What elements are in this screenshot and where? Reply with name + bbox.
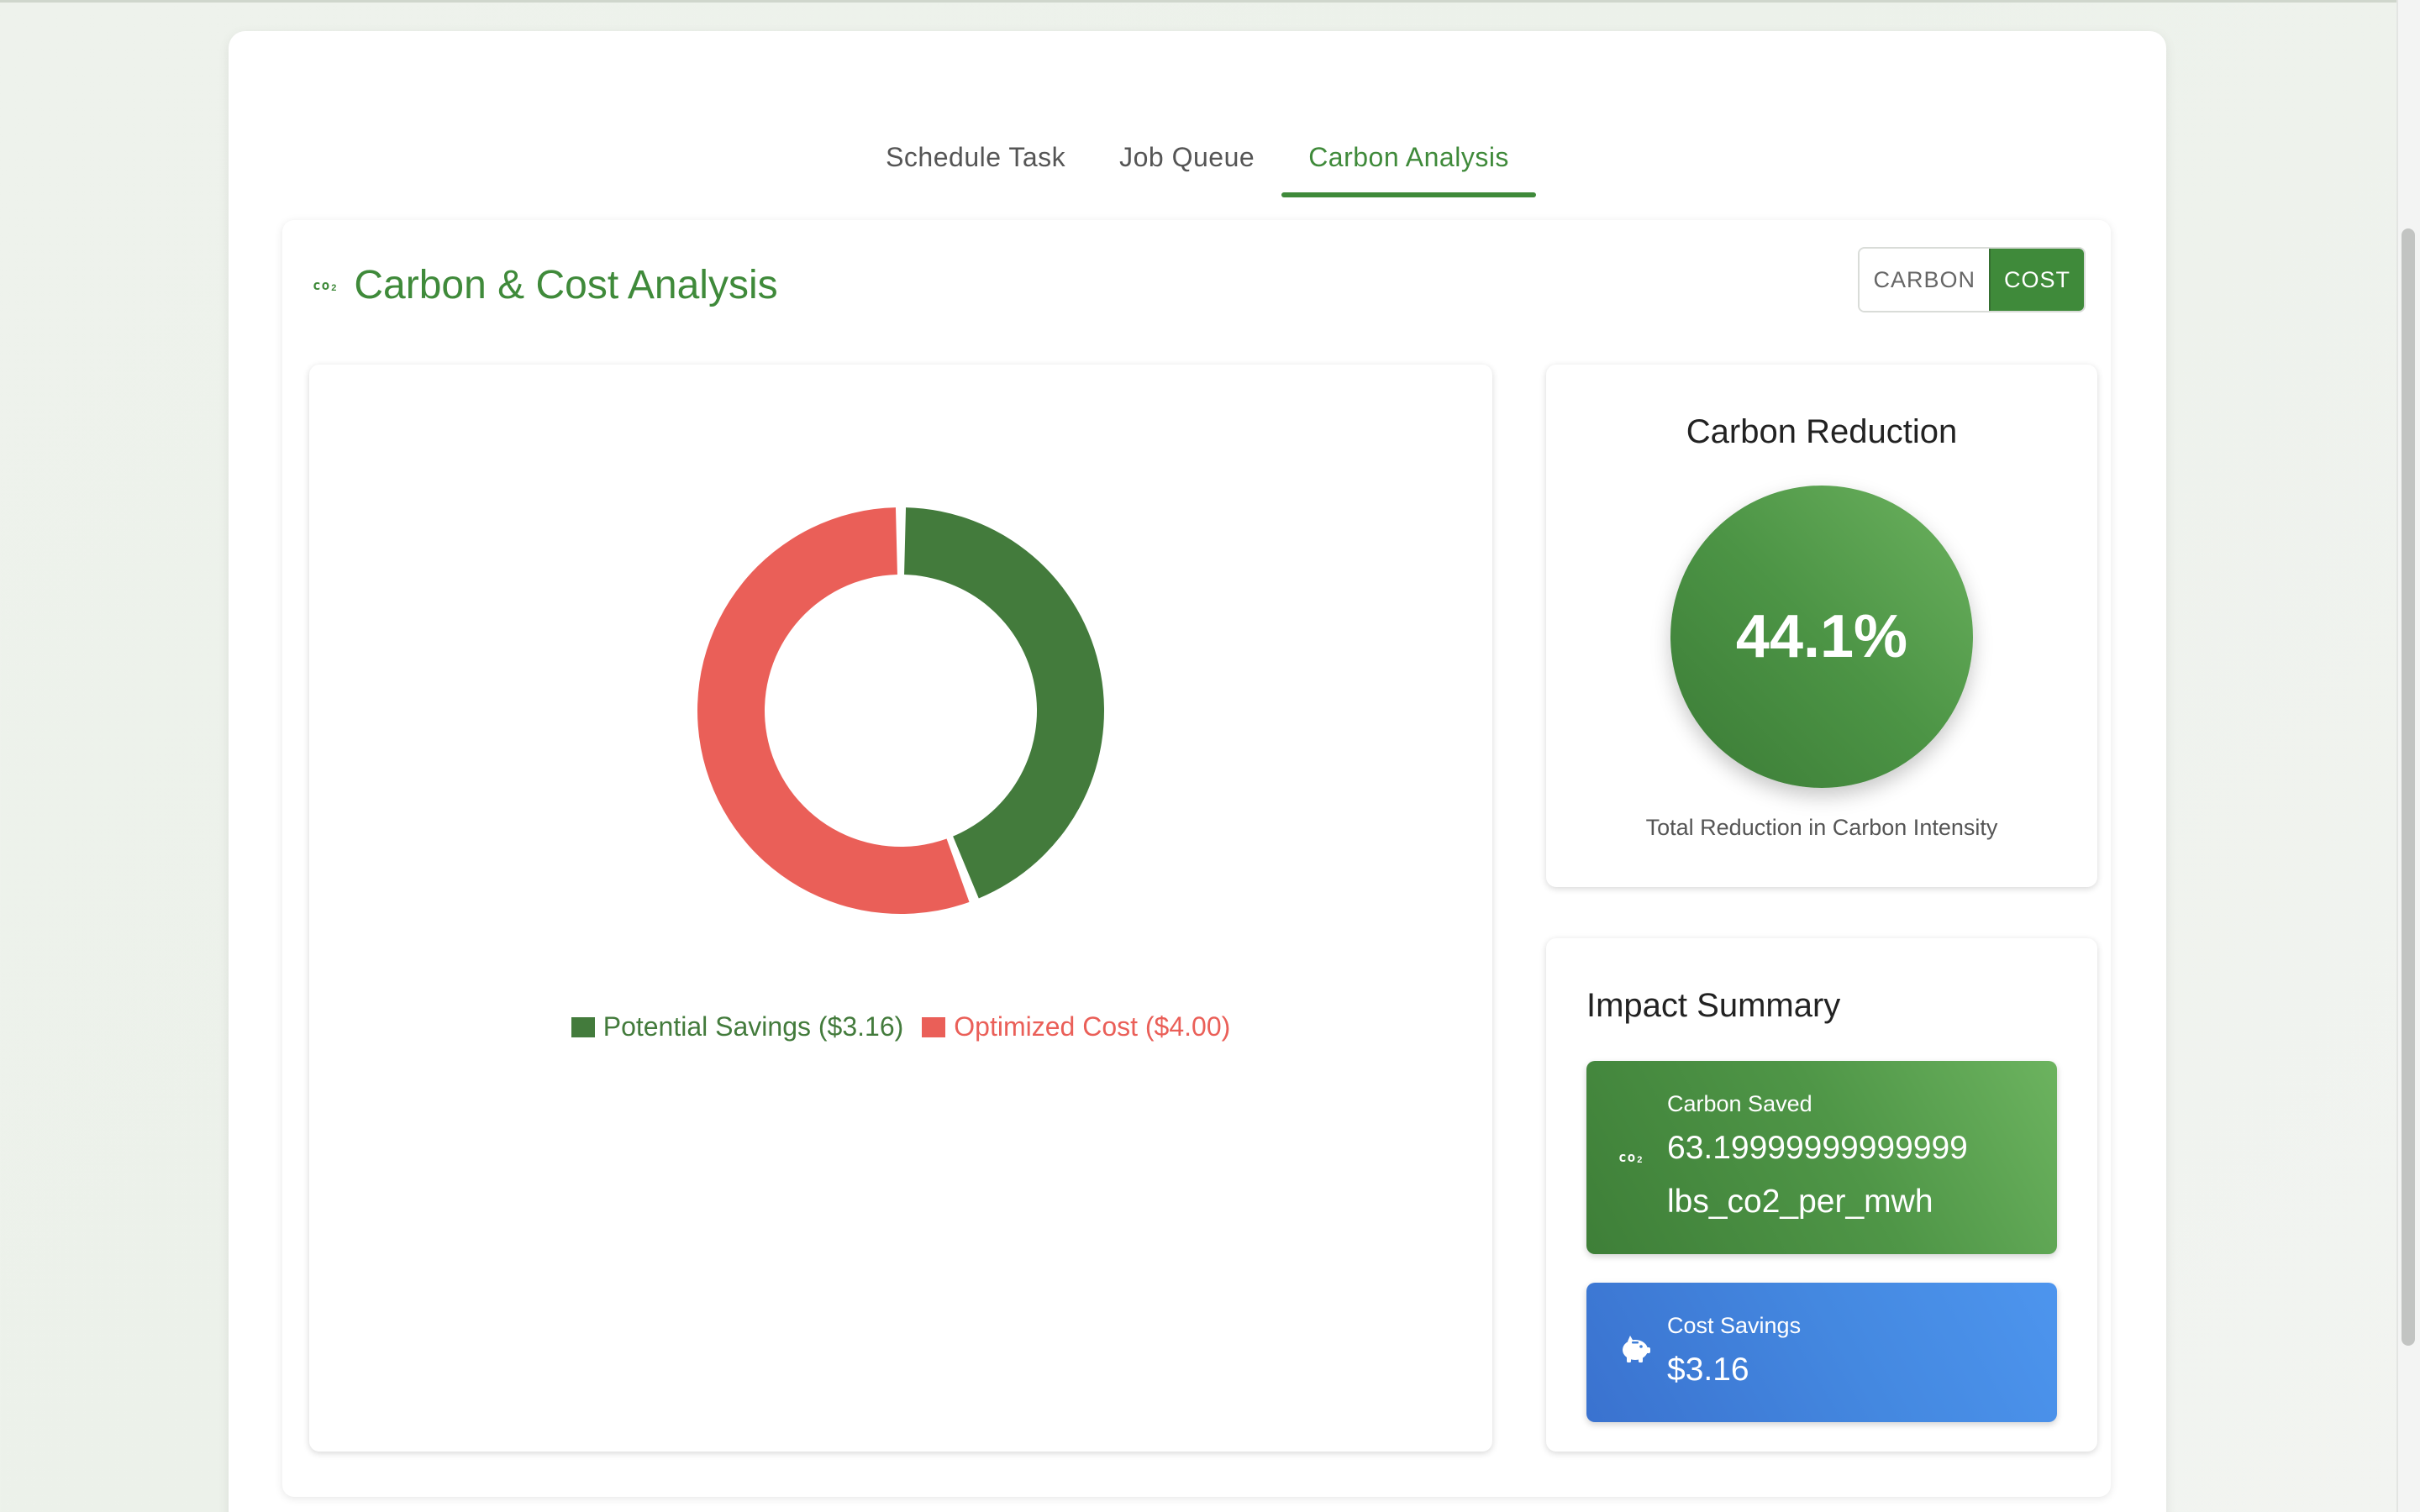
tab-schedule-task[interactable]: Schedule Task (886, 142, 1066, 172)
carbon-saved-value: 63.19999999999999 lbs_co2_per_mwh (1667, 1130, 1968, 1220)
carbon-saved-label: Carbon Saved (1667, 1091, 1812, 1116)
legend-label-savings: Potential Savings ($3.16) (602, 1011, 904, 1042)
scrollbar-thumb[interactable] (2402, 228, 2415, 1346)
page-title: Carbon & Cost Analysis (354, 263, 778, 307)
reduction-title: Carbon Reduction (1686, 413, 1958, 450)
co2-icon: co 2 (313, 277, 338, 293)
co2-icon: co 2 (1618, 1149, 1644, 1165)
legend-swatch-cost (922, 1016, 946, 1037)
tab-carbon-analysis[interactable]: Carbon Analysis (1281, 103, 1536, 197)
view-toggle: CARBON COST (1858, 247, 2086, 312)
top-border (0, 0, 2420, 3)
tab-bar: Schedule Task Job Queue Carbon Analysis (229, 103, 2166, 197)
legend-item-cost[interactable]: Optimized Cost ($4.00) (922, 1011, 1230, 1042)
carbon-toggle-button[interactable]: CARBON (1860, 249, 1989, 311)
donut-slice-cost[interactable] (697, 507, 970, 914)
scrollbar-track[interactable] (2396, 0, 2420, 1512)
carbon-saved-box: co 2 Carbon Saved 63.19999999999999 lbs_c… (1586, 1061, 2057, 1254)
carbon-reduction-card: Carbon Reduction 44.1% Total Reduction i… (1546, 365, 2097, 887)
analysis-header: co 2 Carbon & Cost Analysis (313, 262, 778, 308)
chart-legend: Potential Savings ($3.16) Optimized Cost… (309, 1011, 1492, 1042)
reduction-caption: Total Reduction in Carbon Intensity (1645, 815, 1998, 840)
cost-toggle-button[interactable]: COST (1988, 249, 2084, 311)
impact-summary-card: Impact Summary co 2 Carbon Saved 63.19999… (1546, 938, 2097, 1452)
donut-slice-savings[interactable] (904, 507, 1104, 899)
legend-swatch-savings (571, 1016, 595, 1037)
legend-item-savings[interactable]: Potential Savings ($3.16) (571, 1011, 904, 1042)
reduction-value: 44.1% (1735, 603, 1908, 670)
cost-savings-box: Cost Savings $3.16 (1586, 1283, 2057, 1422)
tab-job-queue[interactable]: Job Queue (1119, 142, 1255, 172)
donut-chart (697, 507, 1104, 914)
carbon-analysis-card: co 2 Carbon & Cost Analysis CARBON COST P… (282, 220, 2111, 1497)
impact-title: Impact Summary (1586, 987, 1841, 1024)
legend-label-cost: Optimized Cost ($4.00) (954, 1011, 1231, 1042)
cost-savings-value: $3.16 (1667, 1352, 1749, 1388)
main-panel: Schedule Task Job Queue Carbon Analysis … (229, 31, 2166, 1512)
cost-savings-label: Cost Savings (1667, 1313, 1802, 1338)
piggy-bank-icon (1618, 1331, 1652, 1369)
chart-card: Potential Savings ($3.16) Optimized Cost… (309, 365, 1492, 1452)
reduction-circle: 44.1% (1670, 486, 1973, 788)
